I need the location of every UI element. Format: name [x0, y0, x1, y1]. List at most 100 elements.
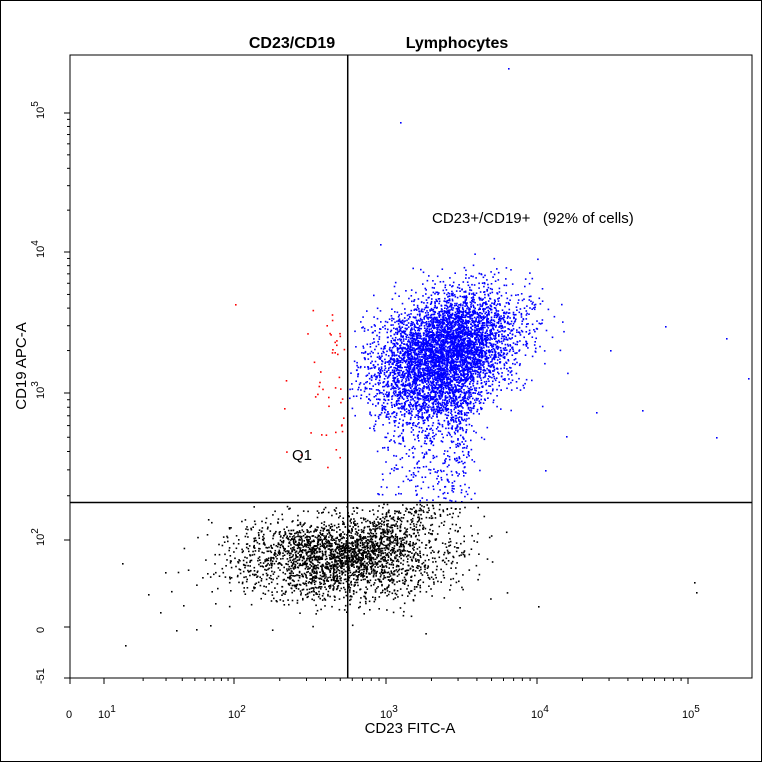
event-dot-q2: [433, 346, 436, 348]
event-dot-q2: [476, 328, 479, 330]
event-dot-q2: [421, 405, 424, 408]
event-dot-q2: [509, 332, 511, 334]
event-dot-q2: [465, 297, 467, 300]
event-dot-q2: [425, 346, 427, 348]
event-dot-q2: [414, 416, 416, 418]
event-dot-q2: [439, 379, 442, 381]
event-dot-q2: [396, 365, 399, 368]
event-dot-q2: [364, 351, 367, 354]
event-dot-q2: [477, 347, 479, 349]
event-dot-q2: [484, 339, 487, 342]
event-dot-q2: [456, 379, 458, 381]
event-dot-q2: [481, 349, 483, 352]
event-dot-q2: [474, 338, 476, 340]
event-dot-q2: [423, 386, 426, 388]
event-dot-q2: [437, 370, 439, 373]
event-dot-q2: [391, 308, 393, 310]
event-dot-q2: [436, 402, 439, 404]
event-dot-q2: [445, 355, 448, 358]
event-dot-q2: [416, 313, 419, 316]
event-dot-q2: [424, 361, 426, 364]
event-dot-q2: [495, 340, 497, 343]
event-dot-q2: [465, 373, 468, 375]
event-dot-q2: [500, 375, 503, 378]
event-dot-q2: [466, 331, 469, 334]
event-dot-q2: [413, 351, 415, 353]
event-dot-q2: [396, 358, 399, 361]
event-dot-q2: [420, 353, 422, 355]
event-dot-q2: [434, 378, 437, 380]
event-dot-q2: [396, 357, 399, 360]
event-dot-q2: [397, 386, 399, 388]
event-dot-q2: [409, 384, 412, 386]
event-dot-q2: [425, 340, 427, 343]
event-dot-q2: [486, 426, 489, 429]
event-dot-q2: [490, 308, 493, 311]
event-dot-q2: [442, 376, 444, 378]
event-dot-q2: [440, 388, 442, 391]
event-dot-q2: [401, 354, 404, 357]
event-dot-q2: [421, 308, 423, 311]
event-dot-q2: [449, 299, 451, 302]
event-dot-q2: [466, 355, 468, 357]
event-dot-q2: [492, 401, 495, 404]
event-dot-q2: [525, 342, 528, 345]
event-dot-q2: [477, 312, 479, 315]
event-dot-q2: [434, 343, 436, 346]
event-dot-q2: [413, 367, 416, 369]
event-dot-q2: [467, 313, 469, 315]
event-dot-q2: [458, 385, 460, 387]
event-dot-q2: [434, 293, 436, 295]
event-dot-q2: [406, 314, 409, 317]
event-dot-q2: [424, 358, 426, 360]
event-dot-q2: [440, 321, 442, 323]
event-dot-q2: [451, 299, 454, 302]
event-dot-q2: [429, 348, 431, 351]
event-dot-q2: [425, 369, 428, 372]
event-dot-q2: [446, 308, 448, 310]
event-dot-q2: [400, 313, 403, 315]
event-dot-q2: [441, 380, 444, 382]
event-dot-q2: [425, 323, 428, 326]
event-dot-q2: [523, 307, 526, 309]
event-dot-q2: [471, 341, 474, 343]
event-dot-q2: [414, 372, 416, 375]
event-dot-q2: [378, 379, 381, 382]
event-dot-q2: [363, 330, 366, 332]
event-dot-q2: [453, 322, 456, 324]
event-dot-q2: [408, 365, 411, 367]
event-dot-q2: [469, 362, 471, 364]
event-dot-q2: [410, 399, 412, 401]
event-dot-q2: [391, 371, 394, 374]
event-dot-q2: [458, 284, 460, 286]
event-dot-q2: [462, 327, 465, 330]
event-dot-q2: [416, 306, 419, 309]
event-dot-q2: [443, 349, 446, 352]
event-dot-q2: [490, 311, 493, 314]
event-dot-q2: [462, 311, 464, 314]
event-dot-q2: [468, 346, 471, 349]
event-dot-q2: [461, 396, 464, 399]
event-dot-q2: [350, 372, 352, 374]
event-dot-q2: [396, 327, 398, 330]
event-dot-q2: [471, 357, 474, 359]
event-dot-q2: [463, 322, 465, 325]
event-dot-q2: [442, 390, 444, 392]
event-dot-q2: [450, 386, 453, 388]
event-dot-q2: [362, 345, 364, 348]
event-dot-q2: [435, 354, 438, 357]
event-dot-q2: [370, 326, 373, 328]
event-dot-q2: [458, 308, 460, 311]
event-dot-q2: [428, 378, 430, 381]
event-dot-q2: [375, 395, 377, 397]
event-dot-q2: [433, 410, 435, 412]
chart-title-left: CD23/CD19: [249, 35, 335, 52]
event-dot-q2: [479, 401, 482, 404]
event-dot-q2: [494, 379, 497, 382]
event-dot-q2: [452, 329, 454, 332]
event-dot-q2: [459, 311, 462, 313]
event-dot-q2: [405, 385, 407, 387]
event-dot-q2: [480, 364, 482, 366]
event-dot-q2: [488, 375, 490, 377]
event-dot-q2: [457, 349, 460, 352]
